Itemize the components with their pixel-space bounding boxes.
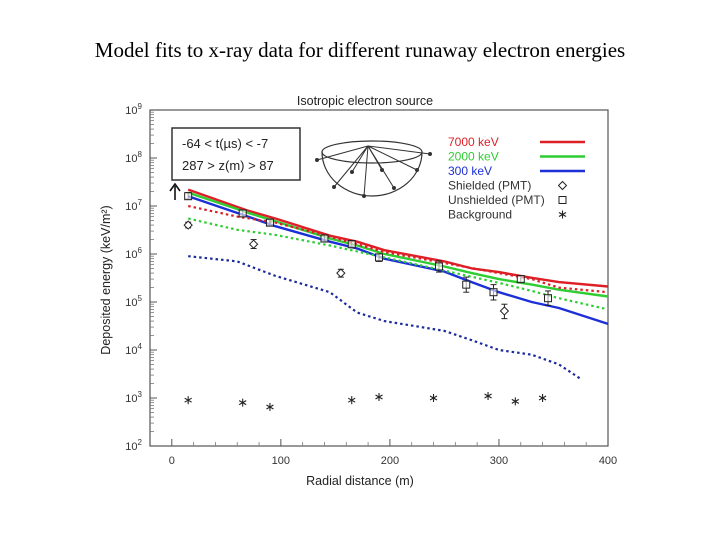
x-tick-label: 300 — [490, 455, 508, 467]
plot-area — [149, 109, 609, 447]
y-tick-label: 104 — [125, 342, 142, 357]
ray — [367, 145, 418, 171]
unshielded-point — [347, 240, 356, 249]
shielded-point — [248, 239, 259, 249]
y-tick-label: 109 — [125, 102, 142, 117]
time-condition: -64 < t(µs) < -7 — [182, 136, 268, 151]
unshielded-point — [489, 288, 498, 297]
legend-label: Background — [448, 208, 512, 222]
ray-tip — [380, 168, 384, 172]
unshielded-point — [320, 234, 329, 243]
data-markers — [183, 192, 553, 411]
ray-tip — [332, 185, 336, 189]
up-arrow-icon — [169, 182, 181, 200]
bowl-rim — [321, 140, 423, 164]
unshielded-point — [434, 262, 443, 271]
background-point — [484, 392, 492, 401]
y-tick-label: 103 — [125, 390, 142, 405]
legend-swatch — [558, 210, 567, 219]
plot-frame — [149, 109, 609, 447]
background-point — [429, 394, 438, 402]
bowl-outline — [321, 151, 423, 197]
condition-box: -64 < t(µs) < -7 287 > z(m) > 87 — [171, 127, 301, 181]
ray — [367, 145, 431, 155]
shielded-point — [499, 306, 510, 316]
ray-tip — [315, 158, 319, 162]
isotropic-source-icon — [315, 140, 432, 198]
ray-tip — [392, 186, 396, 190]
background-point — [238, 398, 247, 407]
ray — [333, 145, 369, 188]
dotted-model-line — [188, 255, 582, 380]
ray — [351, 145, 369, 173]
y-axis-label: Deposited energy (keV/m²) — [99, 205, 113, 354]
unshielded-point — [516, 275, 525, 284]
legend-swatch — [557, 180, 568, 191]
y-tick-label: 102 — [125, 438, 142, 453]
y-tick-label: 107 — [125, 198, 142, 213]
slide-title: Model fits to x-ray data for different r… — [94, 38, 626, 62]
background-point — [511, 397, 520, 406]
ray — [316, 145, 369, 161]
ray-tip — [415, 168, 419, 172]
unshielded-point — [544, 294, 553, 303]
chart-title: Isotropic electron source — [297, 94, 433, 108]
unshielded-point — [184, 192, 193, 201]
legend-label: Unshielded (PMT) — [448, 193, 545, 207]
ray-tip — [428, 152, 432, 156]
unshielded-point — [238, 209, 247, 218]
ray-tip — [350, 170, 354, 174]
y-tick-label: 106 — [125, 246, 142, 261]
legend-label: 300 keV — [448, 164, 492, 178]
altitude-condition: 287 > z(m) > 87 — [182, 158, 274, 173]
background-point — [538, 394, 547, 402]
shielded-point — [183, 220, 193, 230]
legend-label: Shielded (PMT) — [448, 179, 531, 193]
background-point — [266, 402, 274, 411]
x-axis: 0 100 200 300 400 — [169, 439, 617, 467]
y-tick-label: 108 — [125, 150, 142, 165]
x-tick-label: 400 — [599, 455, 617, 467]
model-line — [187, 195, 609, 326]
condition-box-frame — [171, 127, 301, 181]
legend-label: 2000 keV — [448, 150, 499, 164]
x-axis-label: Radial distance (m) — [306, 474, 414, 488]
x-tick-label: 100 — [272, 455, 290, 467]
background-point — [347, 396, 356, 405]
y-axis: 102 103 104 105 106 107 108 109 — [125, 102, 157, 453]
shielded-point — [336, 268, 346, 278]
background-point — [375, 392, 383, 401]
legend-swatch — [558, 196, 567, 204]
ray — [363, 145, 369, 197]
model-lines — [187, 188, 609, 380]
unshielded-point — [462, 280, 471, 289]
unshielded-point — [265, 218, 274, 227]
unshielded-point — [375, 253, 383, 262]
legend-label: 7000 keV — [448, 135, 499, 149]
background-point — [184, 396, 192, 405]
y-tick-label: 105 — [125, 294, 142, 309]
dotted-model-line — [187, 204, 609, 294]
x-tick-label: 0 — [169, 455, 175, 467]
x-tick-label: 200 — [381, 455, 399, 467]
model-line — [187, 188, 609, 288]
ray — [367, 145, 383, 171]
ray-tip — [362, 194, 366, 198]
